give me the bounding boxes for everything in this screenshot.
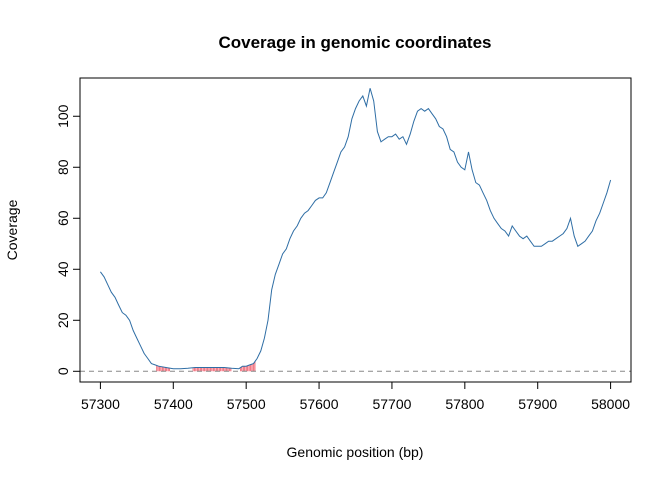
x-tick-label: 57700	[372, 396, 411, 412]
y-tick-label: 40	[55, 261, 71, 277]
y-tick-label: 80	[55, 159, 71, 175]
x-axis: 57300 57400 57500 57600 57700 57800 57900 58000	[81, 381, 630, 412]
x-tick-label: 57300	[81, 396, 120, 412]
x-tick-label: 58000	[591, 396, 630, 412]
y-tick-label: 0	[55, 367, 71, 375]
y-axis: 0 20 40 60 80 100	[55, 104, 81, 375]
chart-title: Coverage in genomic coordinates	[218, 33, 491, 52]
y-tick-label: 60	[55, 210, 71, 226]
y-axis-label: Coverage	[4, 199, 20, 260]
y-tick-label: 100	[55, 104, 71, 128]
y-tick-label: 20	[55, 312, 71, 328]
low-coverage-regions	[156, 360, 256, 372]
plot-frame	[79, 77, 632, 383]
x-axis-label: Genomic position (bp)	[287, 444, 424, 460]
x-tick-label: 57900	[518, 396, 557, 412]
x-tick-label: 57500	[227, 396, 266, 412]
x-tick-label: 57400	[154, 396, 193, 412]
x-tick-label: 57800	[445, 396, 484, 412]
coverage-line	[99, 88, 612, 370]
x-tick-label: 57600	[300, 396, 339, 412]
low-coverage-region	[192, 367, 232, 372]
